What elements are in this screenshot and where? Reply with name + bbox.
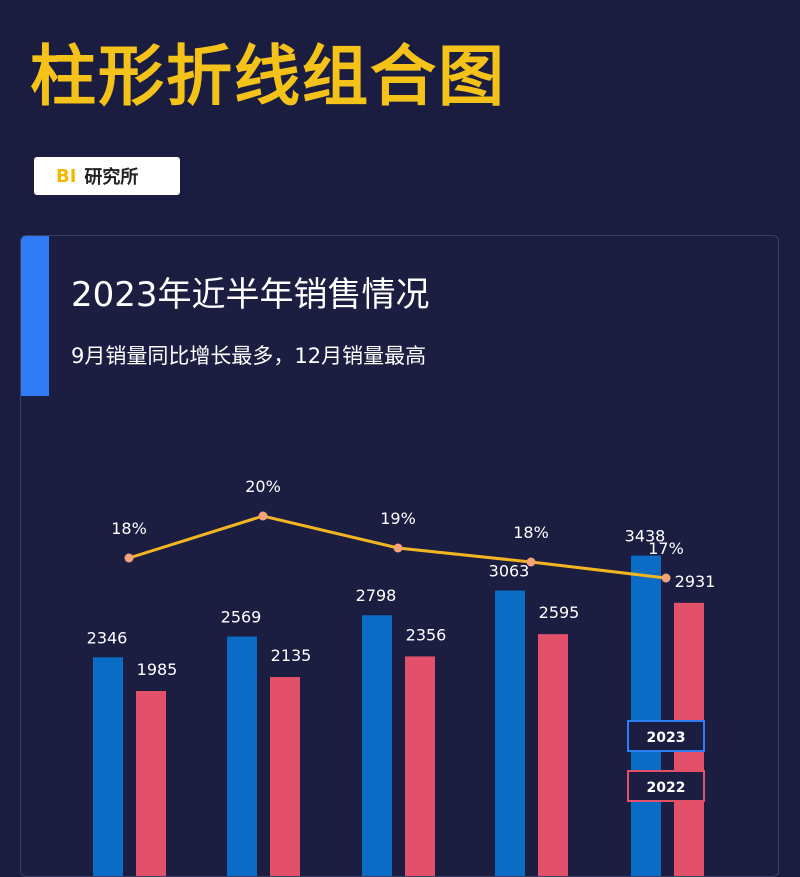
growth-label: 17% <box>648 539 684 558</box>
growth-point <box>258 511 268 521</box>
growth-point <box>393 543 403 553</box>
bar-2023 <box>631 555 661 876</box>
combo-chart: 2346 1985 2569 2135 2798 2356 3063 2595 3438 2931… <box>87 477 716 876</box>
bar-2022 <box>405 656 435 876</box>
bar-2022-label: 1985 <box>137 660 178 679</box>
page-title: 柱形折线组合图 <box>30 38 506 115</box>
bar-2023-label: 2346 <box>87 628 128 647</box>
bar-2023 <box>227 636 257 876</box>
bar-2023 <box>495 590 525 876</box>
source-tag: BI 研究所 <box>34 157 180 195</box>
growth-label: 19% <box>380 509 416 528</box>
bar-2023-label: 2798 <box>356 586 397 605</box>
bar-2023 <box>362 615 392 876</box>
bar-2023-label: 3063 <box>489 562 530 581</box>
growth-point <box>661 573 671 583</box>
legend-2022-text: 2022 <box>647 780 686 796</box>
bar-2023-label: 3438 <box>625 527 666 546</box>
growth-label: 20% <box>245 477 281 496</box>
bar-2022-label: 2595 <box>539 603 580 622</box>
bar-2023-label: 2569 <box>221 608 262 627</box>
source-brand: BI <box>56 165 77 187</box>
card-subtitle: 9月销量同比增长最多，12月销量最高 <box>71 344 427 368</box>
legend-2023-box <box>627 720 705 752</box>
bar-2022-label: 2135 <box>271 646 312 665</box>
chart-card: 2023年近半年销售情况 9月销量同比增长最多，12月销量最高 2346 1985… <box>20 235 779 877</box>
growth-point <box>526 557 536 567</box>
growth-point <box>124 553 134 563</box>
card-accent-bar <box>21 236 49 396</box>
bar-2023 <box>93 657 123 876</box>
card-title: 2023年近半年销售情况 <box>71 275 430 315</box>
bar-2022 <box>136 690 166 876</box>
legend-2023-text: 2023 <box>647 730 686 746</box>
source-name: 研究所 <box>84 167 139 188</box>
bar-2022-label: 2356 <box>406 625 447 644</box>
legend-2022-box <box>627 770 705 802</box>
bar-2022 <box>538 634 568 876</box>
bar-2022 <box>270 677 300 876</box>
growth-label: 18% <box>111 519 147 538</box>
bar-2022-label: 2931 <box>675 572 716 591</box>
growth-label: 18% <box>513 523 549 542</box>
